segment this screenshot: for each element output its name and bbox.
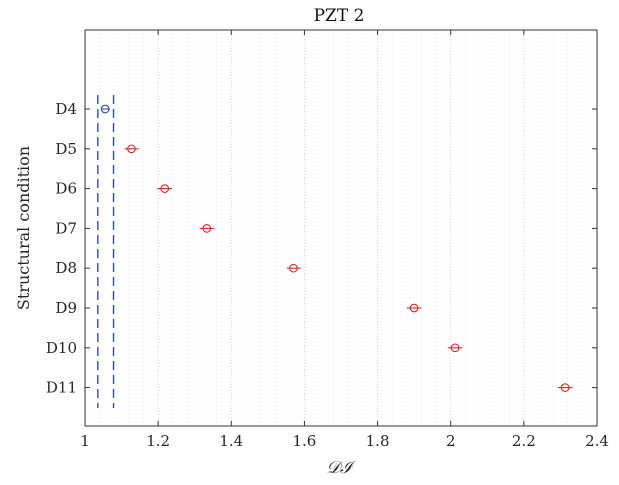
point-D5 bbox=[124, 144, 139, 154]
x-axis-ticks: 1 1.2 1.4 1.6 1.8 2 2.2 2.4 bbox=[80, 30, 609, 450]
x-axis-label: 𝒟ℐ bbox=[326, 458, 357, 478]
x-tick-label-2: 1.4 bbox=[219, 432, 243, 450]
chart-title: PZT 2 bbox=[314, 6, 365, 26]
point-D6 bbox=[157, 184, 173, 193]
x-tick-label-1: 1.2 bbox=[146, 432, 170, 450]
point-D9 bbox=[406, 303, 422, 313]
x-tick-label-3: 1.6 bbox=[292, 432, 316, 450]
y-tick-label-D6: D6 bbox=[55, 180, 77, 198]
marker-D8 bbox=[289, 263, 298, 273]
x-tick-label-5: 2 bbox=[446, 432, 456, 450]
grid bbox=[84, 30, 598, 426]
y-tick-label-D10: D10 bbox=[46, 339, 77, 357]
data-points bbox=[100, 104, 573, 392]
point-D10 bbox=[447, 343, 463, 353]
point-D7 bbox=[199, 224, 215, 233]
marker-D9 bbox=[409, 303, 419, 313]
x-tick-label-7: 2.4 bbox=[585, 432, 609, 450]
marker-D6 bbox=[160, 184, 170, 193]
x-tick-label-4: 1.8 bbox=[366, 432, 390, 450]
threshold-lines bbox=[97, 95, 115, 408]
point-D11 bbox=[557, 383, 573, 392]
y-tick-label-D7: D7 bbox=[55, 219, 77, 237]
marker-D10 bbox=[450, 343, 460, 353]
x-tick-label-6: 2.2 bbox=[512, 432, 536, 450]
y-tick-label-D9: D9 bbox=[55, 299, 77, 317]
x-tick-label-0: 1 bbox=[80, 432, 90, 450]
y-tick-label-D8: D8 bbox=[55, 259, 77, 277]
marker-D5 bbox=[127, 144, 136, 154]
marker-D7 bbox=[202, 224, 212, 233]
y-tick-label-D5: D5 bbox=[55, 140, 77, 158]
y-axis-ticks: D4 D5 D6 D7 D8 D9 D10 D11 bbox=[46, 100, 597, 397]
point-D4 bbox=[100, 104, 110, 114]
marker-D4 bbox=[100, 104, 110, 114]
y-tick-label-D4: D4 bbox=[55, 100, 77, 118]
point-D8 bbox=[286, 263, 301, 273]
y-tick-label-D11: D11 bbox=[46, 379, 77, 397]
marker-D11 bbox=[560, 383, 570, 392]
y-axis-label: Structural condition bbox=[14, 146, 33, 310]
